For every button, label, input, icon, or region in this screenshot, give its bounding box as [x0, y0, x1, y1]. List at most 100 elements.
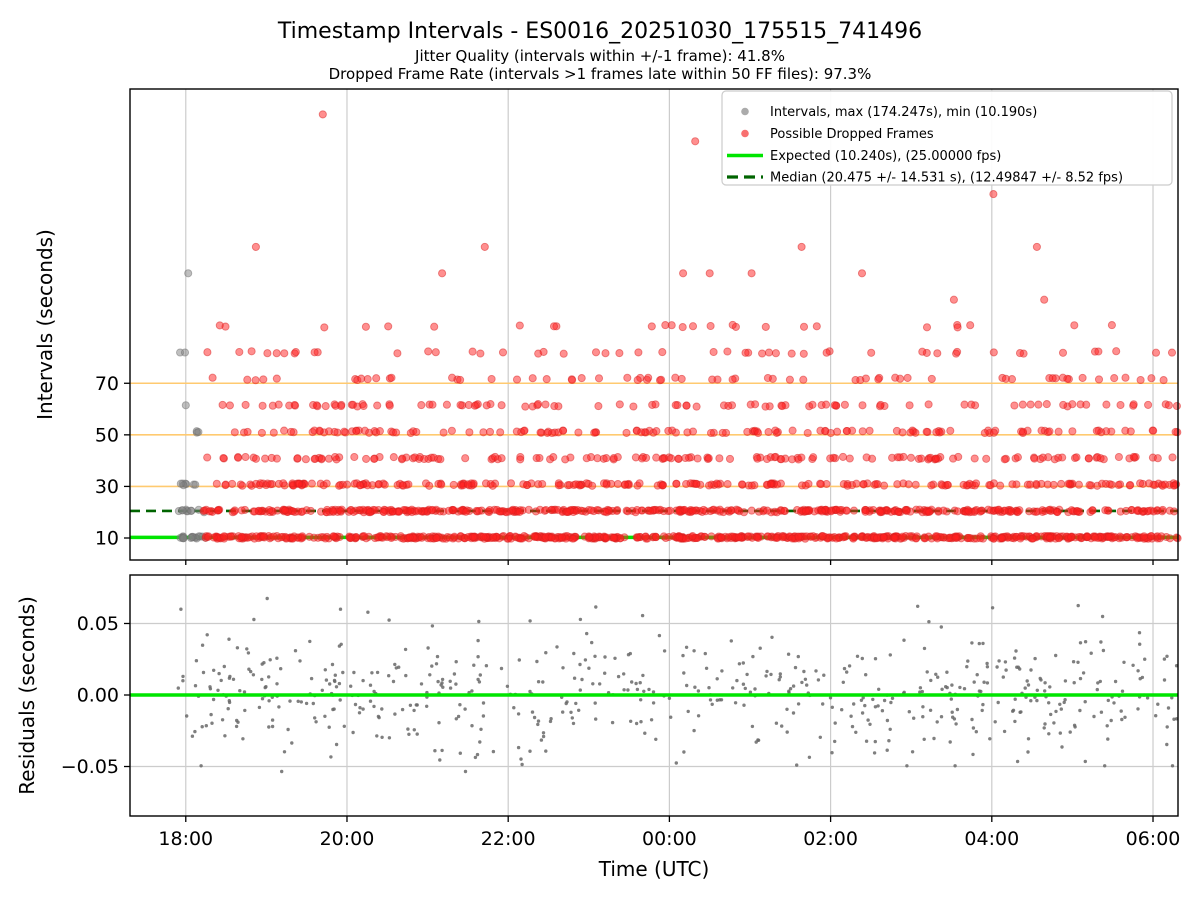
residual-point [1078, 676, 1083, 681]
residual-point [662, 649, 667, 653]
dropped-frame-point [700, 532, 710, 541]
residual-point [428, 673, 432, 677]
residual-point [572, 651, 576, 656]
residual-point [610, 720, 615, 725]
dropped-frame-point [766, 480, 775, 489]
dropped-frame-point [329, 532, 338, 541]
dropped-frame-point [918, 347, 927, 356]
residual-point [985, 665, 990, 669]
legend: Intervals, max (174.247s), min (10.190s)… [721, 90, 1173, 186]
dropped-frame-point [997, 534, 1006, 543]
residual-point [748, 690, 753, 694]
residual-point [267, 725, 271, 729]
dropped-frame-point [1165, 506, 1174, 515]
dropped-frame-point [623, 507, 632, 516]
residual-point [226, 707, 230, 711]
dropped-frame-point [641, 532, 650, 541]
dropped-frame-point [506, 479, 516, 488]
dropped-frame-point [237, 532, 246, 541]
dropped-frame-point [263, 349, 272, 358]
residual-point [873, 657, 878, 661]
residual-point [1014, 649, 1018, 653]
residual-point [710, 702, 714, 706]
residual-point [328, 682, 332, 686]
y-tick-label: 50 [95, 424, 119, 446]
residual-point [530, 710, 535, 714]
dropped-frame-point [946, 426, 955, 435]
dropped-frame-point [274, 400, 283, 409]
dropped-frame-point [328, 506, 337, 516]
residual-point [270, 724, 275, 729]
dropped-frame-point [1072, 453, 1081, 462]
dropped-frame-point [208, 373, 217, 382]
x-tick-label: 06:00 [1126, 828, 1181, 850]
residual-point [970, 717, 974, 722]
dropped-frame-point [1045, 533, 1054, 542]
residual-point [684, 645, 689, 649]
dropped-frame-point [812, 322, 821, 331]
residual-point [304, 701, 309, 706]
residual-point [593, 701, 597, 705]
dropped-frame-point [960, 400, 969, 409]
residual-point [1043, 681, 1047, 685]
dropped-frame-point [1057, 479, 1066, 488]
dropped-frame-point [1096, 454, 1105, 463]
dropped-frame-point [432, 533, 441, 542]
dropped-frame-point [747, 481, 756, 490]
dropped-frame-point [480, 242, 489, 251]
dropped-frame-point [1114, 480, 1123, 490]
residual-point [448, 679, 452, 683]
residual-point [425, 704, 429, 708]
residual-point [574, 701, 578, 706]
residual-point [296, 699, 300, 703]
residual-point [555, 645, 559, 649]
dropped-frame-point [1139, 532, 1149, 541]
residual-point [918, 690, 922, 694]
dropped-frame-point [1102, 400, 1111, 409]
dropped-frame-point [780, 506, 789, 515]
dropped-frame-point [496, 428, 505, 437]
dropped-frame-point [291, 347, 300, 357]
dropped-frame-point [251, 454, 261, 463]
dropped-frame-point [887, 507, 896, 516]
residual-point [361, 707, 365, 711]
residual-point [368, 699, 373, 703]
residual-point [860, 711, 865, 715]
dropped-frame-point [1161, 480, 1170, 489]
residual-point [1035, 688, 1040, 692]
dropped-frame-point [633, 533, 642, 542]
residual-point [889, 700, 893, 705]
residual-point [840, 708, 844, 712]
residual-point [708, 698, 713, 702]
dropped-frame-point [989, 190, 998, 199]
residual-point [953, 764, 957, 768]
dropped-frame-point [1078, 373, 1087, 382]
dropped-frame-point [285, 401, 294, 410]
dropped-frame-point [787, 349, 796, 358]
dropped-frame-point [706, 321, 715, 331]
dropped-frame-point [715, 454, 724, 463]
dropped-frame-point [259, 375, 268, 384]
residual-point [830, 751, 834, 755]
dropped-frame-point [536, 428, 545, 437]
residual-point [227, 637, 231, 641]
dropped-frame-point [469, 532, 478, 542]
residual-point [1122, 660, 1126, 664]
residual-point [593, 654, 597, 658]
dropped-frame-point [830, 401, 839, 410]
residual-point [569, 710, 573, 714]
dropped-frame-point [966, 321, 975, 330]
dropped-frame-point [799, 322, 809, 331]
residual-point [353, 702, 358, 707]
residual-point [939, 625, 943, 629]
residual-point [393, 712, 397, 716]
residual-point [463, 769, 468, 774]
dropped-frame-point [723, 480, 732, 489]
residual-point [788, 687, 793, 691]
dropped-frame-point [688, 532, 697, 541]
dropped-frame-point [849, 534, 858, 543]
dropped-frame-point [959, 480, 968, 489]
residual-point [996, 700, 1000, 705]
dropped-frame-point [1058, 348, 1068, 357]
residual-point [412, 728, 416, 732]
